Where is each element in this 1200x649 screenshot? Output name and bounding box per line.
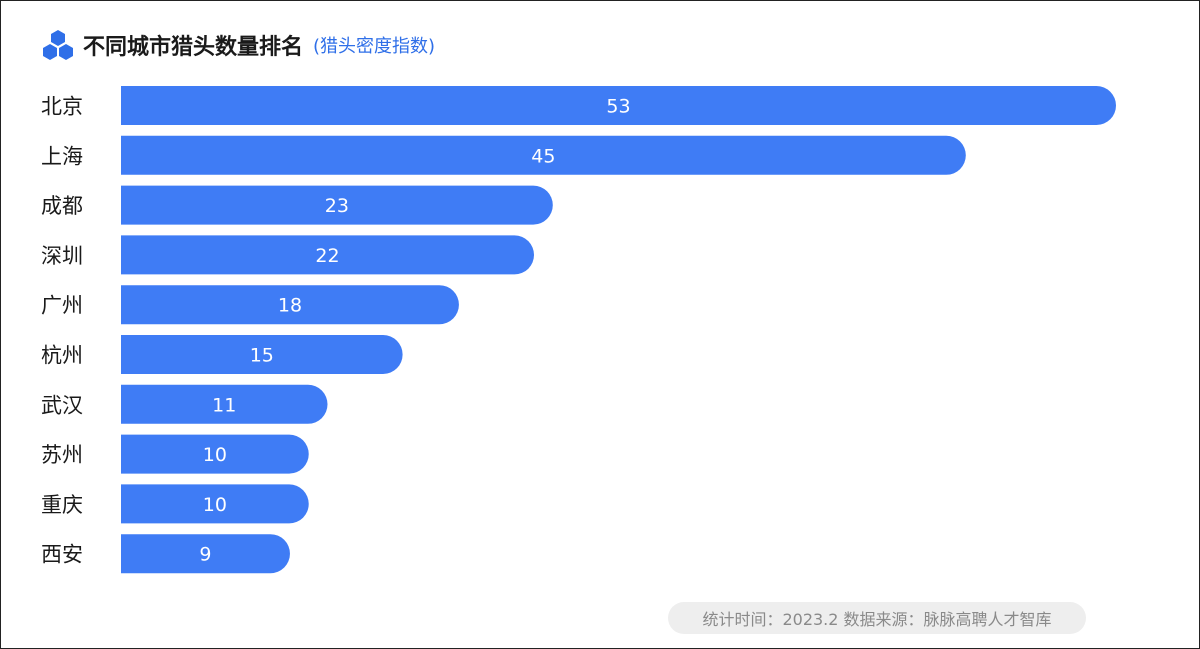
bar [121,285,459,325]
category-label: 上海 [41,144,83,168]
bar-value-label: 9 [199,544,211,566]
bar [121,534,290,574]
category-label: 深圳 [41,244,83,268]
bar-value-label: 15 [250,345,274,367]
bar [121,185,553,225]
bar-value-label: 18 [278,295,302,317]
category-label: 杭州 [41,344,83,368]
bar-value-label: 10 [203,444,227,466]
bar [121,335,403,374]
bar [121,434,309,474]
bar [121,135,966,175]
bar-value-label: 23 [325,195,349,217]
category-label: 广州 [41,294,83,318]
bar-value-label: 10 [203,494,227,516]
bar-value-label: 22 [315,245,339,267]
category-label: 北京 [41,95,83,119]
category-label: 成都 [41,194,83,218]
category-label: 西安 [41,543,83,567]
cubes-logo-icon [43,30,73,60]
bar-value-label: 45 [531,145,555,167]
category-label: 重庆 [41,493,83,517]
bar [121,235,535,275]
category-label: 苏州 [41,443,83,467]
bar [121,86,1116,125]
chart-header: 不同城市猎头数量排名 (猎头密度指数) [41,27,435,63]
bar-value-label: 53 [606,96,630,118]
bar-value-label: 11 [212,394,236,416]
bar [121,484,309,524]
bar [121,384,328,424]
chart-title: 不同城市猎头数量排名 [83,35,304,60]
category-label: 武汉 [41,393,83,417]
source-note: 统计时间：2023.2 数据来源：脉脉高聘人才智库 [668,602,1086,634]
chart-subtitle: (猎头密度指数) [313,36,436,57]
